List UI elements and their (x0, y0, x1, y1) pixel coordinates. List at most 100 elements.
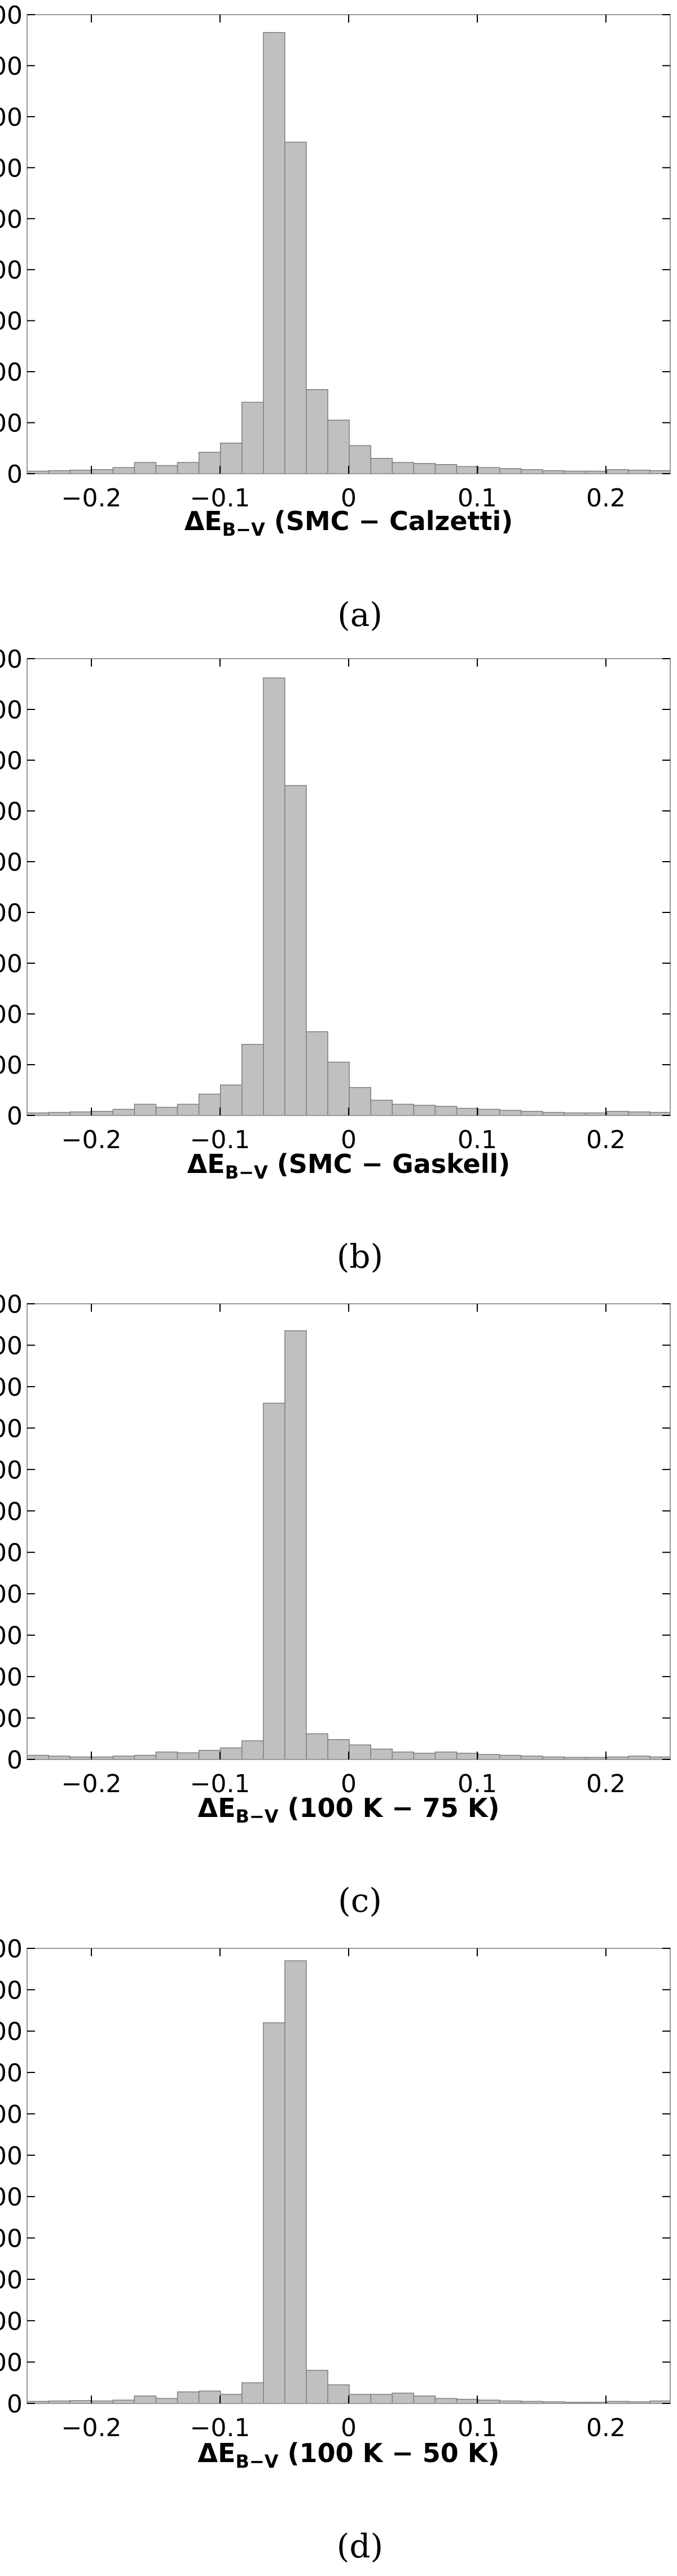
histogram-bar (155, 1752, 178, 1760)
y-tick-label: 0 (7, 1746, 23, 1775)
panel-caption: (d) (337, 2527, 383, 2565)
y-tick-label: 200 (0, 1000, 23, 1029)
histogram-bar (477, 467, 500, 474)
histogram-bar (134, 462, 157, 474)
histogram-bar (456, 466, 479, 474)
x-tick-label: −0.2 (61, 2414, 122, 2442)
x-axis-label: ΔEB−V (100 K − 50 K) (198, 2438, 500, 2472)
y-tick-label: 300 (0, 1622, 23, 1651)
y-tick-label: 200 (0, 358, 23, 387)
y-tick-label: 800 (0, 696, 23, 725)
y-tick-label: 200 (0, 2307, 23, 2336)
y-tick-label: 200 (0, 1663, 23, 1692)
histogram-bar (392, 2392, 415, 2404)
histogram-bar (91, 469, 114, 474)
x-tick-label: −0.1 (190, 2414, 250, 2442)
y-tick-label: 1100 (0, 1290, 23, 1319)
panel-caption: (c) (338, 1881, 382, 1920)
histogram-bar (198, 2390, 221, 2404)
histogram-bar (327, 1739, 350, 1760)
x-tick-label: 0.1 (458, 1126, 497, 1154)
y-tick-label: 400 (0, 1580, 23, 1609)
x-tick-label: −0.1 (190, 1126, 250, 1154)
histogram-bar (155, 2398, 178, 2404)
x-tick-label: 0.2 (586, 1126, 626, 1154)
histogram-bar (499, 1110, 522, 1116)
histogram-bar (177, 1752, 200, 1760)
histogram-bar (284, 1330, 307, 1760)
histogram-bar (284, 1960, 307, 2404)
histogram-bar (134, 1754, 157, 1760)
histogram-bar (499, 1754, 522, 1760)
histogram-bar (434, 2398, 458, 2404)
histogram-bar (327, 420, 350, 474)
histogram-bar (370, 2394, 393, 2404)
histogram-bar (349, 445, 371, 474)
histogram-bar (520, 1111, 543, 1116)
histogram-bar (219, 1747, 243, 1760)
x-tick-label: 0.2 (586, 484, 626, 513)
y-tick-label: 700 (0, 1456, 23, 1485)
histogram-bar (370, 458, 393, 474)
x-axis-label: ΔEB−V (100 K − 75 K) (198, 1793, 500, 1827)
histogram-bar (392, 1752, 415, 1760)
x-tick-label: −0.1 (190, 1770, 250, 1798)
histogram-panel-b: 0 100 200 300 400 500 600 700 800 900 −0.2 −0.1 0 0.1… (0, 645, 671, 1276)
histogram-bar (241, 1044, 264, 1116)
histogram-bar (520, 469, 543, 474)
panel-caption: (a) (337, 596, 383, 634)
histogram-bar (434, 464, 458, 474)
histogram-bar (177, 1104, 200, 1116)
y-tick-label: 700 (0, 2100, 23, 2129)
panel-caption: (b) (337, 1237, 383, 1276)
histogram-bar (134, 1104, 157, 1116)
histogram-bar (434, 1752, 458, 1760)
y-tick-label: 1100 (0, 1935, 23, 1964)
histogram-bar (434, 1106, 458, 1116)
y-tick-label: 400 (0, 899, 23, 928)
y-tick-label: 600 (0, 2142, 23, 2171)
x-tick-label: 0 (341, 1770, 357, 1798)
y-tick-label: 600 (0, 797, 23, 826)
histogram-bar (219, 442, 243, 474)
y-tick-label: 100 (0, 1705, 23, 1733)
histogram-bar (91, 1111, 114, 1116)
histogram-bar (606, 1111, 629, 1116)
histogram-bar (413, 1105, 436, 1116)
y-tick-label: 700 (0, 103, 23, 132)
x-tick-label: −0.2 (61, 1126, 122, 1154)
histogram-bar (177, 462, 200, 474)
y-tick-label: 600 (0, 154, 23, 183)
y-tick-label: 900 (0, 1, 23, 30)
histogram-bar (306, 2370, 328, 2404)
histogram-bar (477, 1109, 500, 1116)
y-tick-label: 400 (0, 2225, 23, 2253)
histogram-bar (284, 142, 307, 474)
histogram-bar (413, 2396, 436, 2404)
x-axis-label: ΔEB−V (SMC − Calzetti) (184, 506, 513, 540)
y-tick-label: 100 (0, 2349, 23, 2377)
y-tick-label: 0 (7, 1102, 23, 1131)
x-tick-label: 0.1 (458, 484, 497, 513)
x-tick-label: 0 (341, 1126, 357, 1154)
histogram-bar (413, 1753, 436, 1760)
histogram-bar (155, 465, 178, 474)
histogram-bar (198, 452, 221, 474)
y-tick-label: 700 (0, 747, 23, 775)
histogram-bar (477, 1754, 500, 1760)
histogram-bar (263, 677, 285, 1116)
histogram-bar (27, 1754, 49, 1760)
histogram-bar (219, 1084, 243, 1116)
histogram-bar (456, 1108, 479, 1116)
y-tick-label: 1000 (0, 1331, 23, 1360)
histogram-bar (112, 1109, 135, 1116)
histogram-bar (198, 1093, 221, 1116)
histogram-panel-a: 0 100 200 300 400 500 600 700 800 900 −0.2 −0.1 0 0.1… (0, 1, 671, 634)
histogram-bar (134, 2396, 157, 2404)
y-tick-label: 500 (0, 1539, 23, 1568)
histogram-bar (456, 2398, 479, 2404)
x-tick-label: 0.2 (586, 2414, 626, 2442)
y-tick-label: 500 (0, 848, 23, 877)
y-tick-label: 900 (0, 645, 23, 674)
